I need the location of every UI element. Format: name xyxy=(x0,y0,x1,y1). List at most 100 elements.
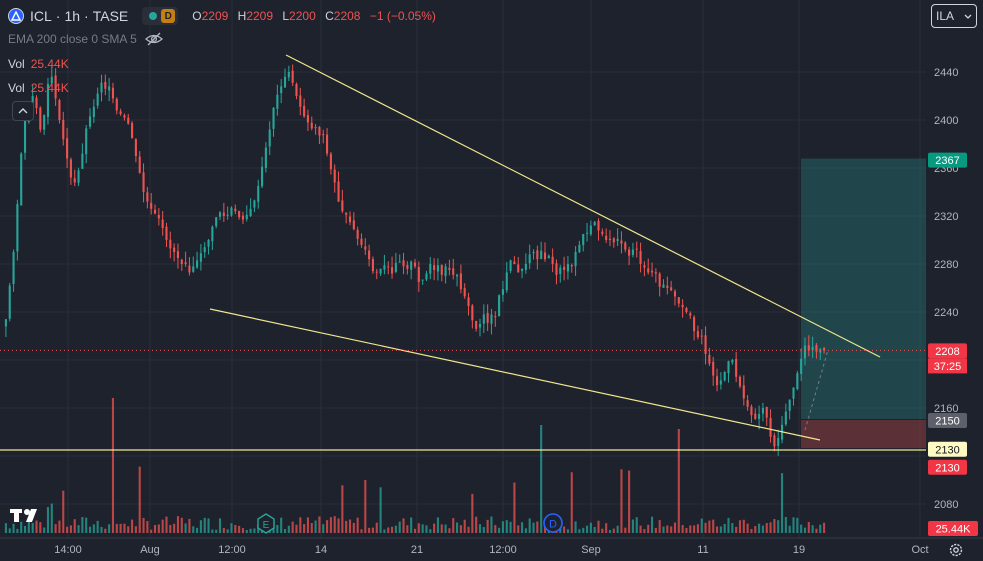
stop-price-label[interactable] xyxy=(928,459,967,475)
volume-bar xyxy=(73,519,76,533)
market-status[interactable]: D xyxy=(142,7,179,25)
candle-body xyxy=(100,82,103,93)
candle-body xyxy=(161,219,164,228)
volume-value-label-text: 25.44K xyxy=(936,524,972,536)
volume-bar xyxy=(134,526,137,533)
price-tick-label: 2280 xyxy=(934,259,958,271)
candle-body xyxy=(456,274,459,277)
candle-body xyxy=(501,289,504,295)
profit-zone[interactable] xyxy=(801,158,926,419)
candle-body xyxy=(643,265,646,268)
target-price-label[interactable] xyxy=(928,152,967,168)
candle-body xyxy=(146,192,149,202)
high-label: H xyxy=(237,9,247,23)
volume-bar xyxy=(360,529,363,533)
candle-body xyxy=(796,373,799,389)
volume-bar xyxy=(322,524,325,533)
candle-body xyxy=(746,400,749,407)
time-tick-label: 14:00 xyxy=(54,544,82,556)
volume-bar xyxy=(371,527,374,533)
tradingview-logo-icon[interactable] xyxy=(10,507,44,528)
volume-bar xyxy=(536,521,539,533)
candle-body xyxy=(421,279,424,281)
volume-bar xyxy=(69,525,72,533)
candle-body xyxy=(115,98,118,111)
delayed-data-badge: D xyxy=(161,9,176,23)
upper-trendline[interactable] xyxy=(285,54,881,358)
volume-bar xyxy=(123,523,126,533)
volume-bar xyxy=(119,523,122,533)
separator: · xyxy=(55,8,61,24)
candle-body xyxy=(620,240,623,244)
volume-bar xyxy=(635,517,638,533)
ema-indicator-legend[interactable]: EMA 200 close 0 SMA 5 xyxy=(8,32,163,46)
candle-body xyxy=(196,260,199,268)
time-tick-label: 12:00 xyxy=(218,544,246,556)
volume-bar xyxy=(662,526,665,533)
candle-body xyxy=(494,316,497,318)
volume-bar xyxy=(620,469,623,533)
volume-legend-1[interactable]: Vol 25.44K xyxy=(8,57,69,71)
candle-body xyxy=(612,238,615,243)
candle-body xyxy=(153,209,157,214)
volume-bar xyxy=(608,529,612,533)
time-tick-label: Sep xyxy=(581,544,601,556)
stop-loss-zone[interactable] xyxy=(801,420,926,448)
low-label: L xyxy=(282,9,290,23)
candle-body xyxy=(777,438,780,446)
interval-label[interactable]: 1h xyxy=(64,8,81,24)
gear-icon[interactable] xyxy=(948,542,964,558)
candle-body xyxy=(689,313,692,316)
volume-bar xyxy=(670,526,673,533)
symbol-select[interactable]: ILA xyxy=(931,4,977,28)
volume-bar xyxy=(616,525,619,533)
price-tick-label: 2080 xyxy=(934,499,958,511)
horizontal-line-label[interactable] xyxy=(928,441,967,457)
candle-body xyxy=(119,111,122,114)
time-axis[interactable]: 14:00 Aug 12:00 14 21 12:00 Sep 11 19 Oct xyxy=(0,537,983,556)
volume-bar xyxy=(306,517,310,533)
volume-bar xyxy=(234,525,237,533)
position-tool[interactable] xyxy=(801,158,926,448)
candle-body xyxy=(410,261,413,270)
collapse-legend-button[interactable] xyxy=(12,101,34,121)
price-axis[interactable]: 2440240023602320228022402160208023672208… xyxy=(926,0,983,561)
candle-body xyxy=(406,264,409,269)
symbol-name[interactable]: ICL xyxy=(30,8,52,24)
candle-body xyxy=(207,240,210,247)
volume-legend-2[interactable]: Vol 25.44K xyxy=(8,81,69,95)
volume-bar xyxy=(341,485,344,533)
candle-body xyxy=(54,75,57,99)
earnings-marker-icon[interactable] xyxy=(257,513,275,534)
volume-bar xyxy=(108,524,111,533)
entry-price-label[interactable] xyxy=(928,413,967,428)
lower-trendline[interactable] xyxy=(209,308,821,441)
volume-bar xyxy=(27,520,30,533)
volume-bar xyxy=(127,526,130,533)
candle-body xyxy=(226,214,229,216)
volume-value-label[interactable] xyxy=(928,521,978,536)
candle-body xyxy=(341,200,344,212)
volume-bar xyxy=(677,429,680,533)
exchange-label: TASE xyxy=(92,8,129,24)
price-tick-label: 2240 xyxy=(934,307,958,319)
volume-bar xyxy=(448,528,451,533)
volume-bar xyxy=(241,528,245,533)
candle-body xyxy=(459,273,462,290)
time-tick-label: Aug xyxy=(140,544,160,556)
last-price-label[interactable] xyxy=(928,343,967,359)
open-value: 2209 xyxy=(201,9,229,23)
candle-body xyxy=(184,262,187,264)
volume-bar xyxy=(39,522,42,533)
volume-bar xyxy=(796,517,799,533)
drawings[interactable] xyxy=(0,54,926,451)
volume-bar xyxy=(46,506,50,533)
countdown-label[interactable] xyxy=(928,358,967,374)
candle-body xyxy=(85,128,88,155)
dividend-marker-icon[interactable] xyxy=(543,513,563,533)
volume-bar xyxy=(715,526,719,533)
eye-hidden-icon[interactable] xyxy=(144,32,163,46)
candle-body xyxy=(303,105,306,117)
